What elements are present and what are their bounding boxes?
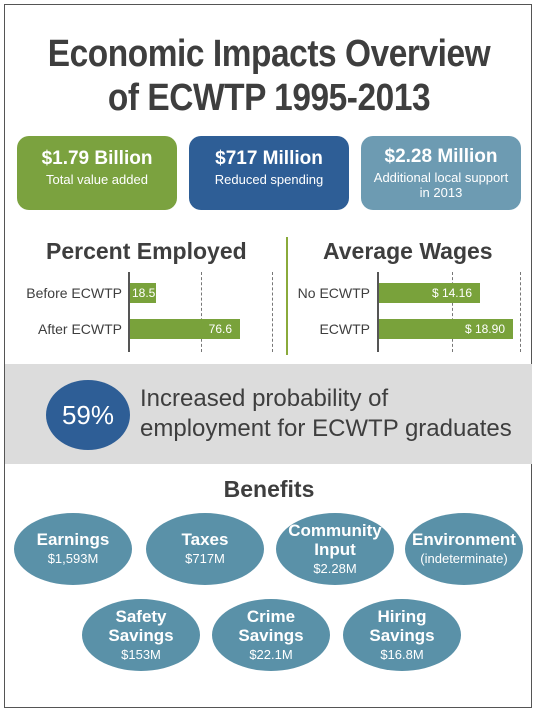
page-title-line2: of ECWTP 1995-2013 [107,77,431,119]
bar-value: 76.6 [208,322,232,336]
stat-label: Additional local support in 2013 [373,170,509,200]
stat-value: $717 Million [215,148,323,169]
stat-label: Reduced spending [214,172,324,187]
section-divider [286,237,288,355]
employed-axis [128,272,130,352]
benefit-safety-savings: Safety Savings $153M [82,599,200,671]
bar-before-ecwtp: 18.5 [130,283,156,303]
percent-circle: 59% [46,380,130,450]
benefit-community-input: Community Input $2.28M [276,513,394,585]
benefit-environment: Environment (indeterminate) [405,513,523,585]
stat-label: Total value added [46,172,148,187]
average-wages-heading: Average Wages [323,238,493,264]
benefit-value: (indeterminate) [420,551,508,566]
benefit-name-line1: Safety [115,607,167,626]
bar-label-no-ecwtp: No ECWTP [297,285,370,301]
benefit-name-line2: Savings [108,626,174,645]
benefit-name: Environment [412,530,516,549]
wages-gridline [520,272,521,352]
benefit-name-line2: Savings [238,626,304,645]
benefit-hiring-savings: Hiring Savings $16.8M [343,599,461,671]
stat-box-value-added: $1.79 Billion Total value added [17,136,177,210]
benefit-value: $2.28M [313,561,357,576]
benefit-value: $16.8M [380,647,424,662]
highlight-line1: Increased probability of [140,385,389,412]
bar-no-ecwtp: $ 14.16 [379,283,480,303]
page-title-line1: Economic Impacts Overview [47,33,491,75]
stat-box-reduced-spending: $717 Million Reduced spending [189,136,349,210]
benefit-value: $153M [121,647,161,662]
bar-label-before: Before ECWTP [26,285,122,301]
benefit-crime-savings: Crime Savings $22.1M [212,599,330,671]
bar-after-ecwtp: 76.6 [130,319,240,339]
benefit-name-line2: Input [314,540,356,559]
bar-label-ecwtp: ECWTP [319,321,370,337]
benefit-earnings: Earnings $1,593M [14,513,132,585]
wages-axis [377,272,379,352]
benefit-value: $717M [185,551,225,566]
highlight-text: Increased probability of employment for … [140,384,512,444]
benefit-name: Taxes [181,530,229,549]
highlight-line2: employment for ECWTP graduates [140,415,512,442]
employed-gridline [272,272,273,352]
stat-box-local-support: $2.28 Million Additional local support i… [361,136,521,210]
wages-gridline [452,272,453,352]
stat-value: $1.79 Billion [41,148,153,169]
benefit-value: $22.1M [249,647,293,662]
bar-ecwtp: $ 18.90 [379,319,513,339]
benefit-name: Earnings [36,530,110,549]
bar-label-after: After ECWTP [37,321,122,337]
benefit-name-line1: Crime [246,607,296,626]
stat-value: $2.28 Million [384,146,498,167]
bar-value: $ 18.90 [464,322,505,336]
bar-value: 18.5 [132,286,156,300]
infographic-frame [4,4,532,708]
benefit-value: $1,593M [47,551,99,566]
bar-value: $ 14.16 [431,286,472,300]
benefit-name-line1: Hiring [377,607,427,626]
employed-gridline [201,272,202,352]
benefit-name-line2: Savings [369,626,435,645]
benefit-taxes: Taxes $717M [146,513,264,585]
benefits-heading: Benefits [223,476,315,502]
benefit-name-line1: Community [288,521,382,540]
percent-employed-heading: Percent Employed [46,238,247,264]
